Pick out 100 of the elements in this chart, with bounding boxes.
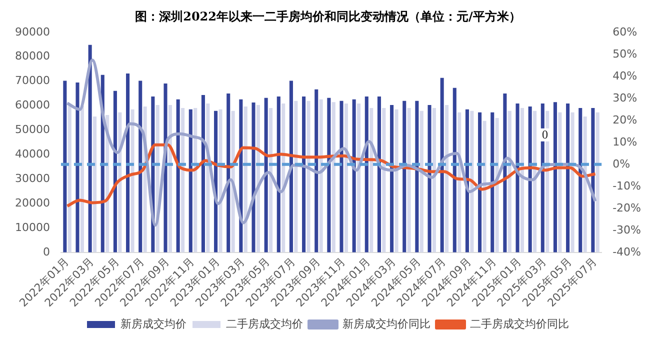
bar — [252, 102, 256, 252]
y2-tick-label: 10% — [612, 135, 638, 148]
bar — [520, 108, 524, 252]
bar — [566, 104, 570, 252]
y2-tick-label: -40% — [612, 245, 642, 258]
bar — [319, 99, 323, 252]
legend-label: 二手房成交均价 — [226, 317, 303, 330]
y-tick-label: 90000 — [14, 25, 50, 38]
bar — [382, 108, 386, 252]
bar — [244, 106, 248, 252]
bar — [583, 116, 587, 252]
chart-title: 图：深圳2022年以来一二手房均价和同比变动情况（单位：元/平方米） — [135, 9, 521, 24]
bar — [596, 112, 600, 252]
bar — [218, 109, 222, 252]
bar — [420, 110, 424, 252]
bar — [80, 106, 84, 252]
bar — [578, 108, 582, 252]
bar — [201, 94, 205, 252]
bar — [440, 78, 444, 252]
y2-tick-label: 30% — [612, 91, 638, 104]
bar — [340, 100, 344, 252]
y-tick-label: 70000 — [14, 74, 50, 88]
bar — [432, 108, 436, 252]
bar — [118, 112, 122, 252]
bar — [168, 105, 172, 252]
bar — [181, 108, 185, 252]
bar — [570, 112, 574, 252]
y-tick-label: 80000 — [14, 50, 50, 63]
bar — [528, 106, 532, 252]
bar — [314, 89, 318, 252]
y2-tick-label: -30% — [612, 223, 642, 236]
bar — [113, 90, 117, 252]
bar — [357, 104, 361, 252]
bar — [88, 44, 92, 252]
bar — [68, 105, 72, 252]
bar — [332, 102, 336, 252]
bar — [93, 116, 97, 252]
bar — [276, 96, 280, 252]
y2-tick-label: 40% — [612, 69, 638, 82]
bar — [302, 96, 306, 252]
bar — [282, 104, 286, 252]
bar — [445, 105, 449, 252]
y-tick-label: 20000 — [14, 196, 50, 210]
y-tick-label: 50000 — [14, 123, 50, 136]
bar — [306, 100, 310, 252]
y2-tick-label: 20% — [612, 113, 638, 126]
y2-tick-label: 60% — [612, 25, 638, 38]
bar — [428, 105, 432, 252]
bar — [370, 108, 374, 252]
bar — [470, 110, 474, 252]
bar — [377, 96, 381, 252]
bar — [591, 108, 595, 252]
bar — [76, 82, 80, 252]
bar — [289, 80, 293, 252]
y-tick-label: 60000 — [14, 98, 50, 112]
legend-label: 新房成交均价 — [120, 317, 186, 330]
bar — [264, 98, 268, 252]
bar — [452, 88, 456, 252]
bar — [352, 99, 356, 252]
bar — [503, 94, 507, 252]
bar — [533, 110, 537, 252]
legend-label: 二手房成交均价同比 — [470, 317, 569, 330]
bar — [495, 118, 499, 252]
bar — [63, 80, 67, 252]
bar — [176, 99, 180, 252]
bar — [188, 109, 192, 252]
y2-tick-label: 50% — [612, 47, 638, 60]
y2-tick-label: -10% — [612, 179, 642, 192]
bar — [478, 112, 482, 252]
bar — [344, 104, 348, 252]
bar — [490, 112, 494, 252]
y-tick-label: 0 — [42, 245, 50, 258]
bar — [407, 108, 411, 252]
bar — [394, 109, 398, 252]
bar — [558, 112, 562, 252]
bar — [458, 112, 462, 252]
bar — [256, 105, 260, 252]
line-series — [66, 58, 597, 227]
y-tick-label: 30000 — [14, 172, 50, 185]
bar — [402, 100, 406, 252]
y-tick-label: 10000 — [14, 220, 50, 234]
bar — [269, 108, 273, 252]
bar — [390, 105, 394, 252]
y2-tick-label: -20% — [612, 201, 642, 214]
bar — [516, 104, 520, 252]
bar — [126, 73, 130, 252]
bar — [364, 96, 368, 252]
bar — [553, 102, 557, 252]
y-tick-label: 40000 — [14, 147, 50, 160]
bar — [482, 120, 486, 252]
bar — [327, 98, 331, 252]
legend-label: 新房成交均价同比 — [342, 317, 430, 330]
annotation: 0 — [542, 128, 548, 142]
bar — [194, 108, 198, 252]
bar — [508, 110, 512, 252]
y2-tick-label: 0% — [612, 157, 630, 170]
bar — [415, 100, 419, 252]
bar — [226, 94, 230, 252]
bar — [138, 80, 142, 252]
bar — [294, 100, 298, 252]
